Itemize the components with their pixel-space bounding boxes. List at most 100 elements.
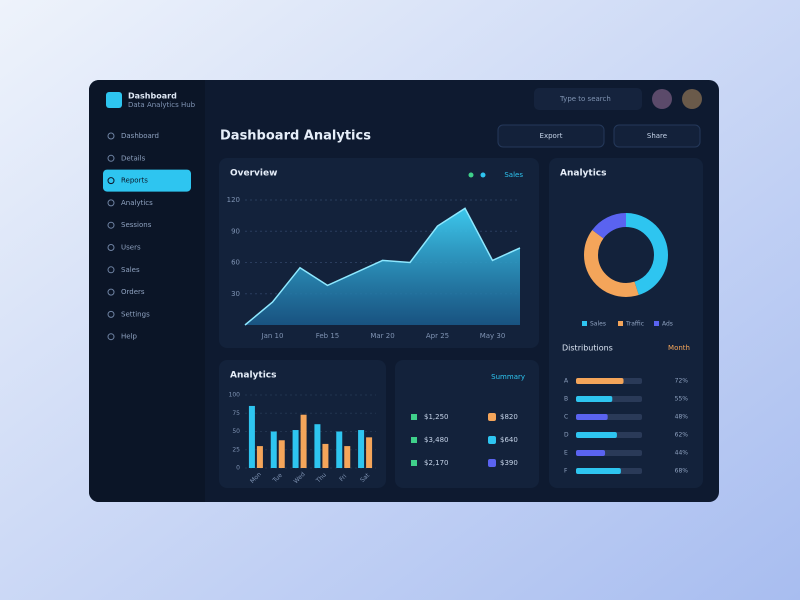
brand-name: Dashboard bbox=[128, 92, 177, 101]
y-tick-label: 60 bbox=[231, 259, 240, 267]
y-tick-label: 120 bbox=[227, 196, 240, 204]
value-label: 48% bbox=[675, 414, 689, 421]
panel bbox=[395, 360, 539, 488]
bar bbox=[576, 396, 613, 402]
bar bbox=[292, 430, 299, 468]
value-label: 62% bbox=[675, 432, 689, 439]
bar bbox=[278, 440, 285, 468]
legend-label: Ads bbox=[662, 321, 673, 328]
panel-title: Summary bbox=[491, 373, 525, 381]
panel-title: Overview bbox=[230, 169, 277, 179]
row-label: C bbox=[564, 414, 568, 421]
value-label: 72% bbox=[675, 378, 689, 385]
summary-left: $2,170 bbox=[424, 459, 449, 467]
panel-title: Analytics bbox=[560, 169, 606, 179]
bar bbox=[576, 414, 608, 420]
bar bbox=[576, 468, 621, 474]
row-label: D bbox=[564, 432, 569, 439]
icon bbox=[411, 460, 417, 466]
x-tick-label: Apr 25 bbox=[426, 332, 449, 340]
brand-subtitle: Data Analytics Hub bbox=[128, 101, 196, 109]
bar bbox=[344, 446, 351, 468]
nav-icon bbox=[107, 288, 115, 296]
filter[interactable]: Month bbox=[668, 344, 690, 352]
value-label: 68% bbox=[675, 468, 689, 475]
button-label: Export bbox=[540, 132, 563, 140]
nav-item[interactable]: Users bbox=[121, 244, 141, 252]
bar bbox=[270, 431, 277, 468]
bar bbox=[248, 405, 255, 468]
bar bbox=[336, 431, 343, 468]
nav-item[interactable]: Orders bbox=[121, 288, 145, 296]
bar bbox=[322, 443, 329, 468]
nav-item[interactable]: Sessions bbox=[121, 221, 152, 229]
nav-icon bbox=[107, 266, 115, 274]
icon bbox=[411, 437, 417, 443]
x-tick-label: Mar 20 bbox=[370, 332, 394, 340]
value-label: 55% bbox=[675, 396, 689, 403]
bar bbox=[576, 432, 617, 438]
bar bbox=[576, 378, 624, 384]
row-label: F bbox=[564, 468, 568, 475]
icon bbox=[411, 414, 417, 420]
avatar[interactable] bbox=[652, 89, 672, 109]
donut-segment bbox=[584, 213, 668, 297]
value-label: 44% bbox=[675, 450, 689, 457]
icon bbox=[488, 459, 496, 467]
legend-swatch bbox=[618, 321, 623, 326]
summary-right: $640 bbox=[500, 436, 518, 444]
donut-segment bbox=[584, 213, 668, 297]
nav-item[interactable]: Reports bbox=[121, 177, 148, 185]
y-tick-label: 75 bbox=[232, 410, 240, 417]
row-label: B bbox=[564, 396, 568, 403]
button[interactable] bbox=[497, 124, 605, 148]
nav-icon bbox=[107, 244, 115, 251]
y-tick-label: 50 bbox=[232, 428, 240, 435]
nav-icon bbox=[107, 177, 115, 185]
row-label: A bbox=[564, 378, 569, 385]
x-tick-label: Feb 15 bbox=[316, 332, 340, 340]
nav-item[interactable]: Sales bbox=[121, 266, 140, 274]
x-tick-label: Jan 10 bbox=[261, 332, 284, 340]
nav-icon bbox=[107, 132, 115, 140]
bar bbox=[576, 450, 606, 456]
nav-item[interactable]: Dashboard bbox=[121, 132, 159, 140]
icon bbox=[488, 413, 496, 421]
legend-label: Traffic bbox=[625, 321, 644, 328]
y-tick-label: 30 bbox=[231, 290, 240, 298]
logo bbox=[106, 92, 122, 108]
button[interactable] bbox=[613, 124, 701, 148]
nav-item[interactable]: Details bbox=[121, 154, 146, 162]
bar bbox=[300, 414, 307, 468]
y-tick-label: 0 bbox=[236, 465, 240, 472]
nav-icon bbox=[107, 333, 115, 341]
nav-icon bbox=[107, 199, 115, 207]
legend-label: Sales bbox=[504, 171, 523, 179]
y-tick-label: 100 bbox=[229, 392, 241, 399]
line bbox=[244, 207, 521, 326]
page-title: Dashboard Analytics bbox=[220, 129, 371, 144]
button-label: Share bbox=[647, 132, 667, 140]
bar bbox=[358, 430, 365, 468]
summary-left: $1,250 bbox=[424, 413, 449, 421]
nav-item[interactable]: Settings bbox=[121, 310, 150, 318]
nav-item[interactable]: Analytics bbox=[121, 199, 153, 207]
x-tick-label: Fri bbox=[338, 473, 348, 483]
y-tick-label: 25 bbox=[232, 446, 240, 453]
area bbox=[245, 208, 520, 325]
nav-item[interactable]: Help bbox=[121, 333, 138, 341]
search-box[interactable] bbox=[534, 88, 642, 110]
bar bbox=[256, 446, 263, 468]
bar bbox=[314, 424, 321, 468]
nav-icon bbox=[107, 221, 115, 229]
avatar[interactable] bbox=[682, 89, 702, 109]
y-tick-label: 90 bbox=[231, 227, 240, 235]
summary-right: $820 bbox=[500, 413, 518, 421]
panel-title: Analytics bbox=[230, 371, 276, 381]
legend-dot bbox=[480, 172, 486, 178]
nav-active bbox=[103, 169, 191, 192]
legend-swatch bbox=[654, 321, 659, 326]
legend-dot bbox=[468, 172, 474, 178]
